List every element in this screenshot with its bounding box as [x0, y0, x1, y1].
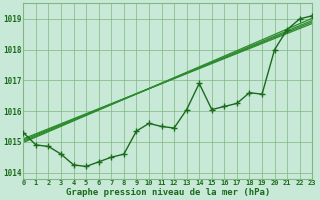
X-axis label: Graphe pression niveau de la mer (hPa): Graphe pression niveau de la mer (hPa) [66, 188, 270, 197]
